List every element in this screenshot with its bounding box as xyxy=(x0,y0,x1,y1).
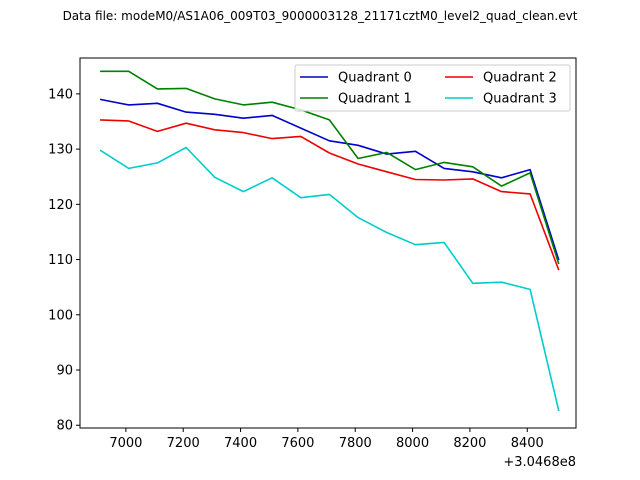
x-tick-label: 7400 xyxy=(224,436,257,451)
x-tick-label: 8000 xyxy=(396,436,429,451)
legend-entry-label: Quadrant 2 xyxy=(483,71,557,86)
y-tick-label: 120 xyxy=(48,198,73,213)
legend: Quadrant 0 Quadrant 1 Quadrant 2 Quadrant 3 xyxy=(294,64,571,112)
y-axis: 80 90 100 110 120 130 140 xyxy=(48,87,80,434)
x-tick-label: 8400 xyxy=(511,436,544,451)
series-line-quadrant-2 xyxy=(100,119,560,271)
y-tick-label: 140 xyxy=(48,87,73,102)
x-tick-label: 7000 xyxy=(109,436,142,451)
y-tick-label: 130 xyxy=(48,143,73,158)
y-tick-label: 100 xyxy=(48,308,73,323)
series-layer xyxy=(99,70,560,412)
legend-entry-label: Quadrant 0 xyxy=(338,71,412,86)
legend-box xyxy=(294,64,571,112)
plot-area-frame xyxy=(79,57,577,429)
x-tick-label: 7600 xyxy=(281,436,314,451)
chart-title: Data file: modeM0/AS1A06_009T03_90000031… xyxy=(63,9,578,23)
y-tick-label: 90 xyxy=(56,364,73,379)
x-axis: 7000 7200 7400 7600 7800 8000 8200 8400 xyxy=(109,428,544,451)
x-axis-offset-label: +3.0468e8 xyxy=(503,455,576,470)
series-line-quadrant-1 xyxy=(100,70,560,265)
series-line-quadrant-0 xyxy=(99,98,560,261)
legend-entry-label: Quadrant 1 xyxy=(338,92,412,107)
x-tick-label: 7800 xyxy=(339,436,372,451)
x-tick-label: 8200 xyxy=(453,436,486,451)
x-tick-label: 7200 xyxy=(167,436,200,451)
legend-entry-label: Quadrant 3 xyxy=(483,92,557,107)
y-tick-label: 110 xyxy=(48,253,73,268)
y-tick-label: 80 xyxy=(56,419,73,434)
series-line-quadrant-3 xyxy=(99,146,560,412)
